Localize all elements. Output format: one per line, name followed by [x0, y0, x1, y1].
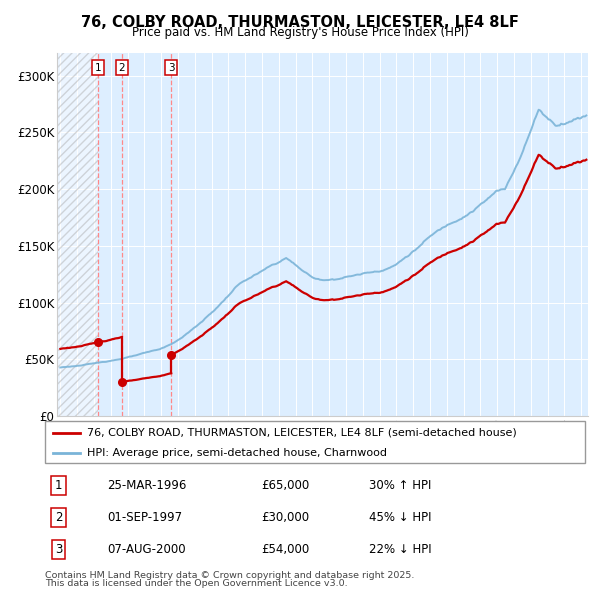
Text: 01-SEP-1997: 01-SEP-1997 — [107, 511, 182, 524]
Text: Price paid vs. HM Land Registry's House Price Index (HPI): Price paid vs. HM Land Registry's House … — [131, 26, 469, 39]
Text: This data is licensed under the Open Government Licence v3.0.: This data is licensed under the Open Gov… — [45, 579, 347, 588]
Text: 1: 1 — [55, 479, 62, 492]
Text: Contains HM Land Registry data © Crown copyright and database right 2025.: Contains HM Land Registry data © Crown c… — [45, 571, 415, 580]
Text: 76, COLBY ROAD, THURMASTON, LEICESTER, LE4 8LF: 76, COLBY ROAD, THURMASTON, LEICESTER, L… — [81, 15, 519, 30]
Text: 07-AUG-2000: 07-AUG-2000 — [107, 543, 186, 556]
Text: £65,000: £65,000 — [261, 479, 309, 492]
Text: 25-MAR-1996: 25-MAR-1996 — [107, 479, 187, 492]
Text: £54,000: £54,000 — [261, 543, 309, 556]
Text: 2: 2 — [119, 63, 125, 73]
Text: 2: 2 — [55, 511, 62, 524]
Text: 1: 1 — [95, 63, 101, 73]
Text: 45% ↓ HPI: 45% ↓ HPI — [369, 511, 431, 524]
Text: 22% ↓ HPI: 22% ↓ HPI — [369, 543, 431, 556]
Text: 3: 3 — [55, 543, 62, 556]
Text: 76, COLBY ROAD, THURMASTON, LEICESTER, LE4 8LF (semi-detached house): 76, COLBY ROAD, THURMASTON, LEICESTER, L… — [87, 428, 517, 438]
Text: £30,000: £30,000 — [261, 511, 309, 524]
Text: 3: 3 — [168, 63, 175, 73]
Bar — [57, 53, 98, 416]
Text: HPI: Average price, semi-detached house, Charnwood: HPI: Average price, semi-detached house,… — [87, 448, 387, 457]
Text: 30% ↑ HPI: 30% ↑ HPI — [369, 479, 431, 492]
